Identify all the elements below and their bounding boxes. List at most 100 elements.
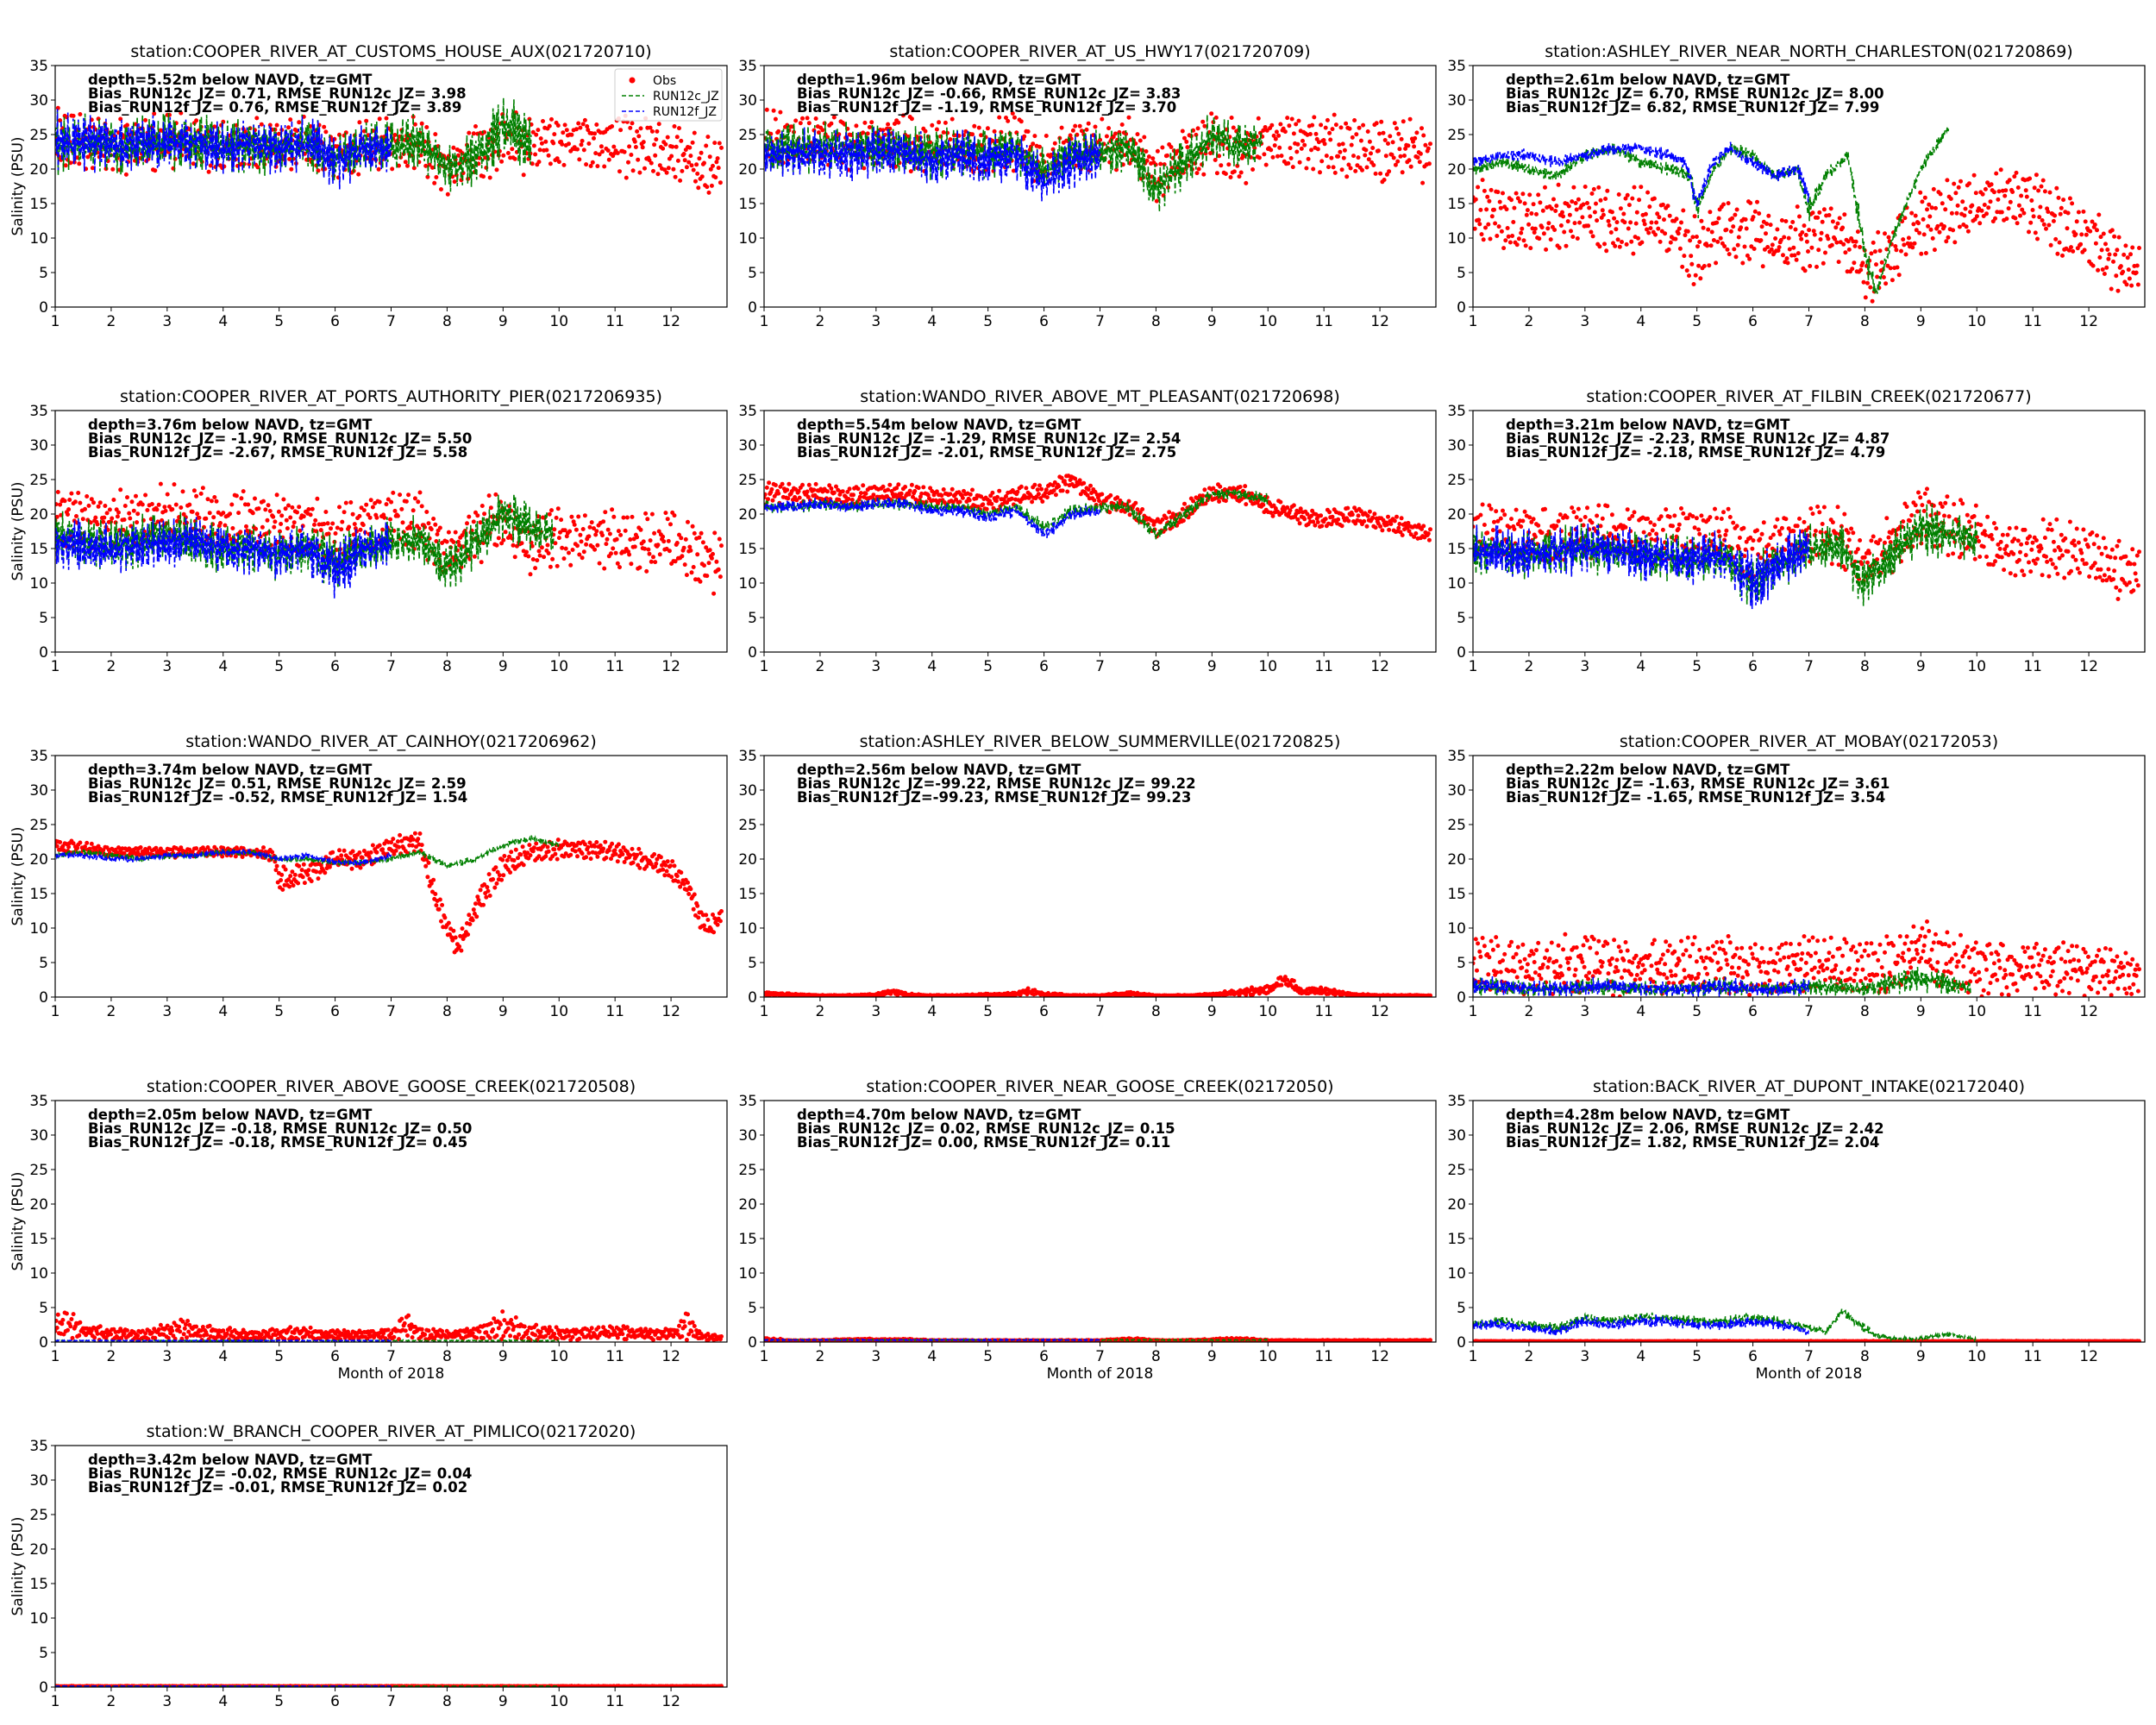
series-obs-markers [1473, 167, 2141, 304]
y-tick-label: 25 [1447, 817, 1466, 834]
x-tick-label: 4 [1636, 658, 1645, 675]
x-tick-label: 10 [1258, 1348, 1277, 1365]
x-tick-label: 7 [386, 658, 396, 675]
y-tick-label: 5 [1457, 610, 1466, 627]
x-tick-label: 12 [1370, 1003, 1389, 1020]
stat-line-3: Bias_RUN12f_JZ= 1.82, RMSE_RUN12f_JZ= 2.… [1506, 1134, 1879, 1151]
series-obs-markers [1473, 486, 2141, 601]
x-tick-label: 4 [218, 1348, 228, 1365]
panel-3: station:ASHLEY_RIVER_NEAR_NORTH_CHARLEST… [1447, 42, 2146, 330]
y-tick-label: 10 [1447, 230, 1466, 248]
stat-line-2: Bias_RUN12c_JZ= -0.02, RMSE_RUN12c_JZ= 0… [88, 1465, 472, 1482]
x-tick-label: 6 [1748, 658, 1758, 675]
x-tick-label: 1 [1469, 313, 1478, 330]
panel-1: station:COOPER_RIVER_AT_CUSTOMS_HOUSE_AU… [9, 42, 728, 330]
x-tick-label: 2 [107, 658, 116, 675]
y-tick-label: 0 [748, 299, 757, 317]
y-tick-label: 30 [1447, 437, 1466, 455]
stat-line-1: depth=4.70m below NAVD, tz=GMT [797, 1107, 1081, 1123]
series-run12f-line [764, 1338, 1100, 1342]
y-tick-label: 5 [1457, 265, 1466, 282]
y-tick-label: 20 [29, 851, 48, 869]
x-tick-label: 3 [1580, 658, 1589, 675]
x-tick-label: 10 [1967, 1003, 1986, 1020]
x-tick-label: 3 [162, 1348, 172, 1365]
y-tick-label: 15 [1447, 196, 1466, 213]
x-tick-label: 11 [1314, 1003, 1333, 1020]
series-run12c [1473, 1308, 1977, 1342]
plot-area [764, 107, 1432, 212]
x-tick-label: 2 [107, 313, 116, 330]
series-run12c [764, 1338, 1269, 1342]
x-tick-label: 10 [1967, 313, 1986, 330]
x-tick-label: 7 [1804, 1003, 1814, 1020]
plot-area [1473, 919, 2141, 997]
stat-line-1: depth=5.54m below NAVD, tz=GMT [797, 417, 1081, 433]
x-tick-label: 9 [498, 1693, 508, 1710]
series-run12f-line [55, 109, 392, 190]
stat-line-3: Bias_RUN12f_JZ= -2.01, RMSE_RUN12f_JZ= 2… [797, 444, 1176, 461]
y-tick-label: 5 [748, 610, 757, 627]
x-tick-label: 10 [1967, 1348, 1986, 1365]
panel-12: station:BACK_RIVER_AT_DUPONT_INTAKE(0217… [1447, 1077, 2146, 1383]
y-axis-label: Salinity (PSU) [9, 1171, 27, 1270]
series-run12f [1473, 1314, 1810, 1337]
series-run12f [764, 127, 1101, 202]
series-run12c [1473, 966, 1972, 997]
y-tick-label: 15 [29, 886, 48, 903]
x-tick-label: 5 [274, 1348, 284, 1365]
y-tick-label: 10 [29, 1610, 48, 1628]
x-tick-label: 7 [1804, 658, 1814, 675]
plot-area [764, 1336, 1432, 1342]
y-tick-label: 15 [29, 541, 48, 558]
y-tick-label: 25 [738, 1162, 757, 1179]
stat-line-2: Bias_RUN12c_JZ= 2.06, RMSE_RUN12c_JZ= 2.… [1506, 1120, 1884, 1137]
series-obs [1473, 486, 2141, 601]
x-tick-label: 4 [927, 313, 937, 330]
y-tick-label: 35 [29, 748, 48, 765]
y-tick-label: 15 [738, 541, 757, 558]
panel-title: station:COOPER_RIVER_AT_PORTS_AUTHORITY_… [120, 387, 662, 406]
series-run12f-line [1473, 524, 1810, 610]
y-tick-label: 25 [29, 472, 48, 489]
x-tick-label: 4 [218, 1693, 228, 1710]
stat-line-3: Bias_RUN12f_JZ= -0.01, RMSE_RUN12f_JZ= 0… [88, 1479, 467, 1496]
series-run12f-line [764, 497, 1101, 538]
x-tick-label: 12 [2079, 313, 2098, 330]
x-tick-label: 4 [1636, 1003, 1645, 1020]
x-tick-label: 12 [1370, 658, 1389, 675]
y-tick-label: 10 [738, 920, 757, 938]
x-tick-label: 5 [274, 1693, 284, 1710]
x-tick-label: 9 [498, 313, 508, 330]
y-tick-label: 35 [1447, 1093, 1466, 1110]
x-tick-label: 7 [386, 1003, 396, 1020]
y-tick-label: 10 [29, 575, 48, 593]
x-tick-label: 8 [1151, 1348, 1161, 1365]
x-tick-label: 12 [2079, 1003, 2098, 1020]
x-tick-label: 11 [605, 1003, 624, 1020]
y-tick-label: 5 [1457, 1300, 1466, 1317]
x-tick-label: 3 [162, 1693, 172, 1710]
series-obs-markers [764, 975, 1432, 997]
y-tick-label: 0 [748, 644, 757, 662]
stat-line-3: Bias_RUN12f_JZ= -0.52, RMSE_RUN12f_JZ= 1… [88, 789, 467, 806]
x-tick-label: 6 [330, 1693, 340, 1710]
x-tick-label: 3 [1580, 1348, 1589, 1365]
panel-title: station:ASHLEY_RIVER_NEAR_NORTH_CHARLEST… [1545, 42, 2072, 61]
x-tick-label: 1 [760, 1348, 769, 1365]
y-tick-label: 35 [29, 58, 48, 75]
x-tick-label: 12 [661, 1348, 680, 1365]
legend-entry-1: Obs [653, 74, 676, 88]
series-run12c-line [1473, 126, 1950, 294]
y-tick-label: 5 [39, 955, 48, 972]
y-tick-label: 0 [1457, 1334, 1466, 1352]
x-tick-label: 1 [51, 1003, 60, 1020]
y-tick-label: 0 [39, 989, 48, 1007]
x-tick-label: 6 [1039, 313, 1049, 330]
y-tick-label: 30 [738, 1127, 757, 1145]
plot-area [764, 975, 1432, 997]
x-tick-label: 5 [983, 1003, 993, 1020]
plot-area [55, 97, 724, 197]
series-run12c-line [1473, 1308, 1977, 1342]
y-tick-label: 15 [738, 886, 757, 903]
